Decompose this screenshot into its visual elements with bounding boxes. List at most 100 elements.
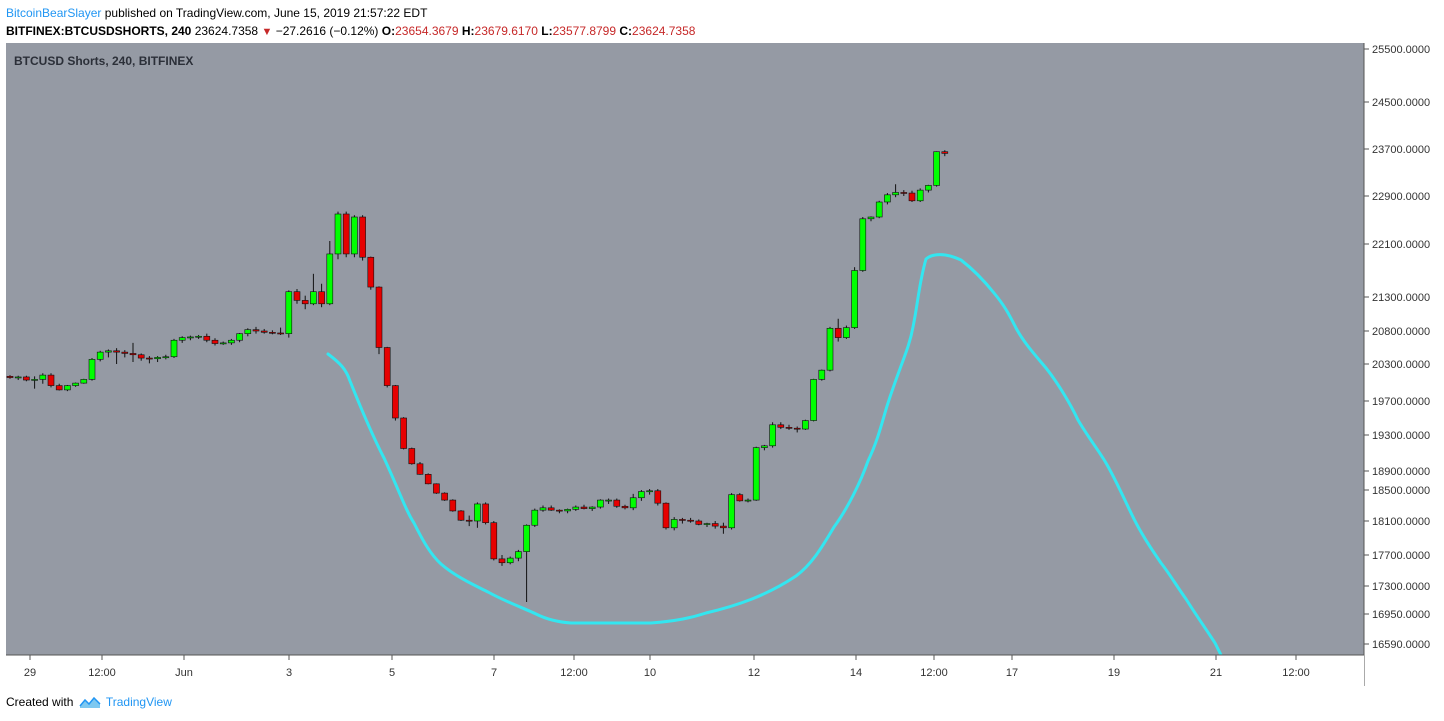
candle-body-down <box>679 519 686 521</box>
candle <box>178 336 186 343</box>
candle-body-up <box>310 291 317 305</box>
candle-body-down <box>900 192 908 194</box>
tradingview-brand-link[interactable]: TradingView <box>105 695 172 709</box>
candle <box>900 190 908 196</box>
candle <box>31 376 38 389</box>
candle <box>203 333 211 343</box>
candle <box>621 504 629 510</box>
high-value: 23679.6170 <box>474 24 538 38</box>
candlestick-chart[interactable]: BTCUSD Shorts, 240, BITFINEX 25500.00002… <box>6 43 1436 686</box>
candle-body-up <box>31 379 38 381</box>
candle-body-down <box>375 286 383 348</box>
candle-body-up <box>162 356 170 359</box>
candle <box>293 289 301 304</box>
candle <box>892 184 899 198</box>
candle-body-up <box>334 213 342 255</box>
candle-body-up <box>14 376 22 379</box>
price-tick-label: 20800.0000 <box>1372 326 1430 338</box>
candle-body-down <box>441 492 448 501</box>
candle-body-down <box>613 499 621 507</box>
candle <box>433 483 440 494</box>
candle-body-up <box>646 490 653 493</box>
candle-body-up <box>670 519 678 529</box>
candle <box>146 356 153 364</box>
time-tick-label: 12:00 <box>920 667 948 679</box>
time-tick-label: 12:00 <box>560 667 588 679</box>
candle-body-up <box>916 189 924 202</box>
published-text: published on TradingView.com, June 15, 2… <box>104 6 428 20</box>
candle-body-down <box>113 350 120 353</box>
candle-body-up <box>638 491 645 499</box>
candle <box>867 216 875 222</box>
publish-header: BitcoinBearSlayer published on TradingVi… <box>6 4 1436 40</box>
candle <box>285 290 293 338</box>
time-tick-label: 12:00 <box>88 667 116 679</box>
price-tick-label: 23700.0000 <box>1372 144 1430 156</box>
plot-area[interactable] <box>6 43 1364 655</box>
candle <box>359 215 366 261</box>
candle-body-up <box>64 385 71 391</box>
candle <box>744 498 752 503</box>
candle-body-up <box>515 551 522 559</box>
candle-body-up <box>572 506 580 510</box>
annotation-curve <box>326 253 1223 657</box>
candle <box>613 498 621 508</box>
candle <box>351 215 358 258</box>
high-label: H: <box>461 24 475 38</box>
time-tick-label: 7 <box>491 667 497 679</box>
candle <box>72 382 79 387</box>
time-tick-label: 17 <box>1006 667 1018 679</box>
candle <box>129 342 137 363</box>
candle <box>498 555 506 566</box>
candle-body-down <box>129 353 137 356</box>
author-link[interactable]: BitcoinBearSlayer <box>6 6 102 20</box>
candle-body-down <box>400 417 407 449</box>
candle <box>810 378 817 422</box>
candle-body-down <box>736 494 744 502</box>
candle-body-up <box>884 194 891 203</box>
price-axis-ticks: 25500.0000 24500.0000 23700.0000 22900.0000… <box>1364 44 1430 651</box>
time-axis[interactable] <box>6 655 1364 686</box>
close-value: 23624.7358 <box>632 24 696 38</box>
symbol-label: BITFINEX:BTCUSDSHORTS, 240 <box>6 24 192 38</box>
candle <box>64 384 71 392</box>
price-tick-label: 16950.0000 <box>1372 609 1430 621</box>
candle <box>851 267 858 329</box>
price-axis[interactable] <box>1364 43 1436 686</box>
time-tick-label: 14 <box>850 667 862 679</box>
candle-body-down <box>342 213 350 255</box>
chart-container[interactable]: BTCUSD Shorts, 240, BITFINEX 25500.0000 2… <box>6 43 1436 686</box>
candle <box>933 151 940 187</box>
candle <box>728 493 735 530</box>
candle <box>113 348 120 364</box>
candle-body-up <box>244 329 252 334</box>
candle-body-down <box>908 192 916 202</box>
publish-line: BitcoinBearSlayer published on TradingVi… <box>6 4 1436 22</box>
candle <box>367 256 375 290</box>
candle-body-up <box>752 447 760 501</box>
time-axis-ticks: 29 12:00 Jun 3 5 7 12:00 10 12 14 12:00 17 19 21 12:00 <box>24 655 1310 679</box>
candle-body-up <box>867 216 875 220</box>
candle <box>818 369 826 381</box>
candle <box>605 498 612 504</box>
candle <box>662 502 670 530</box>
candle-body-down <box>695 520 703 525</box>
candle-body-down <box>293 291 301 301</box>
candle <box>515 549 522 562</box>
candle <box>539 505 547 512</box>
candle-body-down <box>482 503 489 524</box>
candle-body-up <box>859 218 867 271</box>
tradingview-logo-icon <box>79 696 101 708</box>
candle <box>277 327 284 335</box>
candle-body-up <box>195 335 202 338</box>
candle-body-down <box>383 347 391 386</box>
candle-body-up <box>843 327 850 338</box>
candle <box>465 515 473 527</box>
candle <box>408 447 416 465</box>
candle-body-up <box>154 357 161 360</box>
candle-body-down <box>416 463 424 475</box>
candle <box>679 517 686 524</box>
time-tick-label: 21 <box>1210 667 1222 679</box>
candle <box>793 426 801 433</box>
candle <box>875 200 883 219</box>
